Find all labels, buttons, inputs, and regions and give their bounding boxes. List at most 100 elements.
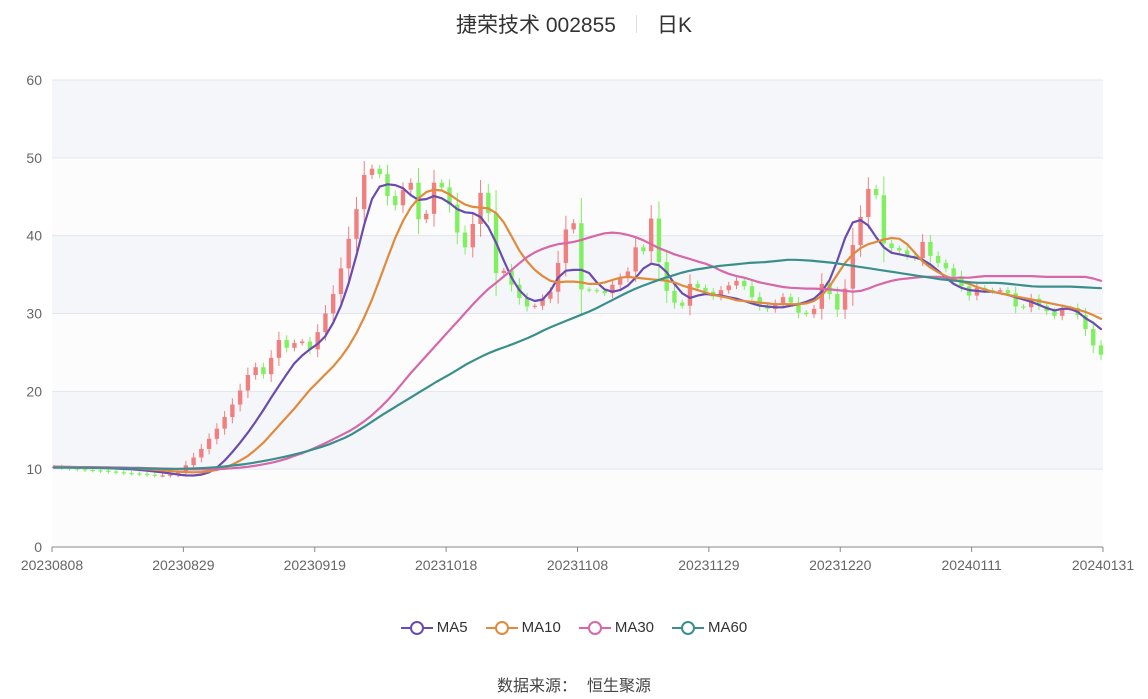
candle-body bbox=[486, 192, 491, 214]
candle-body bbox=[470, 223, 475, 248]
candle-body bbox=[904, 250, 910, 256]
candle-body bbox=[656, 218, 662, 263]
candle-body bbox=[237, 390, 243, 405]
candle-body bbox=[571, 223, 576, 230]
candle-body bbox=[524, 297, 530, 307]
candle-body bbox=[82, 469, 88, 471]
candle-body bbox=[532, 305, 538, 307]
candlestick-chart: 0 10 20 30 40 50 60 20230808 20230829 20230919 202… bbox=[21, 72, 1135, 573]
candle-body bbox=[788, 297, 793, 303]
candle-body bbox=[284, 339, 289, 348]
candle-body bbox=[144, 473, 150, 476]
grid-band bbox=[52, 391, 1103, 470]
candle-body bbox=[447, 187, 452, 205]
legend-item-ma60[interactable]: MA60 bbox=[672, 619, 747, 636]
candle-body bbox=[168, 474, 173, 476]
y-tick-label: 10 bbox=[26, 461, 42, 477]
candle-body bbox=[206, 438, 212, 449]
candle-body bbox=[935, 255, 941, 263]
candle-body bbox=[1098, 345, 1104, 355]
candle-body bbox=[796, 302, 801, 313]
candle-body bbox=[253, 367, 258, 375]
candle-body bbox=[703, 287, 708, 292]
candle-body bbox=[563, 229, 569, 263]
y-tick-label: 60 bbox=[26, 72, 42, 88]
candle-body bbox=[439, 182, 444, 188]
candle-body bbox=[540, 298, 545, 306]
candle-body bbox=[633, 247, 638, 272]
candle-body bbox=[680, 302, 685, 306]
candle-body bbox=[315, 332, 320, 350]
candle-body bbox=[175, 472, 181, 475]
y-tick-label: 50 bbox=[26, 150, 42, 166]
candle-body bbox=[113, 471, 119, 473]
y-tick-label: 30 bbox=[26, 306, 42, 322]
legend-item-ma10[interactable]: MA10 bbox=[485, 619, 561, 636]
legend-marker-icon bbox=[400, 620, 433, 635]
x-tick-label: 20240131 bbox=[1072, 557, 1135, 573]
chart-title-bar: 捷荣技术 002855 日K bbox=[0, 8, 1148, 40]
candle-body bbox=[346, 238, 351, 269]
candle-body bbox=[734, 280, 739, 286]
candle-body bbox=[773, 303, 778, 309]
candle-body bbox=[866, 188, 871, 217]
candle-body bbox=[718, 290, 724, 297]
x-tick-label: 20231018 bbox=[415, 557, 478, 573]
chart-legend: MA5 MA10 MA30 MA60 bbox=[0, 619, 1148, 636]
y-tick-label: 0 bbox=[34, 539, 42, 555]
candle-body bbox=[951, 268, 956, 277]
x-tick-label: 20230829 bbox=[152, 557, 215, 573]
grid-band bbox=[52, 157, 1103, 236]
candle-body bbox=[75, 468, 80, 470]
candle-body bbox=[230, 404, 235, 418]
x-tick-label: 20231220 bbox=[809, 557, 872, 573]
series-line-ma60 bbox=[52, 258, 1103, 470]
legend-item-ma5[interactable]: MA5 bbox=[400, 619, 468, 636]
legend-label: MA30 bbox=[614, 619, 655, 636]
candle-body bbox=[1052, 311, 1057, 316]
candle-body bbox=[757, 297, 762, 306]
chart-title: 捷荣技术 002855 bbox=[456, 14, 616, 37]
candle-body bbox=[804, 312, 809, 315]
candle-body bbox=[261, 367, 266, 375]
candle-body bbox=[780, 297, 786, 304]
candle-body bbox=[997, 290, 1003, 292]
candle-body bbox=[501, 270, 507, 274]
candle-body bbox=[881, 195, 887, 244]
legend-item-ma30[interactable]: MA30 bbox=[578, 619, 655, 636]
candle-body bbox=[889, 243, 894, 249]
candle-body bbox=[648, 218, 654, 252]
candle-body bbox=[594, 290, 600, 292]
candle-body bbox=[1005, 290, 1011, 294]
candle-body bbox=[1021, 306, 1026, 308]
candle-body bbox=[695, 283, 700, 288]
candle-body bbox=[129, 473, 134, 475]
data-source-value: 恒生聚源 bbox=[587, 678, 652, 695]
candle-body bbox=[811, 308, 817, 315]
candle-body bbox=[920, 241, 925, 259]
candle-body bbox=[602, 290, 607, 294]
candle-body bbox=[1060, 308, 1065, 316]
x-tick-label: 20230919 bbox=[284, 557, 347, 573]
candle-body bbox=[268, 357, 274, 375]
legend-marker-icon bbox=[672, 620, 705, 635]
candle-body bbox=[331, 294, 336, 314]
candle-body bbox=[943, 262, 949, 269]
grid-band bbox=[52, 313, 1103, 392]
candle-body bbox=[292, 343, 297, 348]
candle-body bbox=[617, 277, 623, 285]
candle-body bbox=[98, 470, 103, 472]
candle-body bbox=[276, 339, 282, 358]
candle-body bbox=[672, 290, 677, 303]
grid-band bbox=[52, 80, 1103, 158]
candle-body bbox=[362, 174, 367, 210]
candle-body bbox=[90, 469, 95, 472]
candle-body bbox=[726, 285, 731, 291]
candle-body bbox=[1013, 293, 1018, 307]
legend-label: MA5 bbox=[436, 619, 468, 636]
candle-body bbox=[214, 428, 220, 439]
candle-body bbox=[835, 294, 840, 310]
candle-body bbox=[393, 195, 398, 206]
candle-body bbox=[873, 188, 879, 196]
candle-body bbox=[462, 232, 468, 248]
